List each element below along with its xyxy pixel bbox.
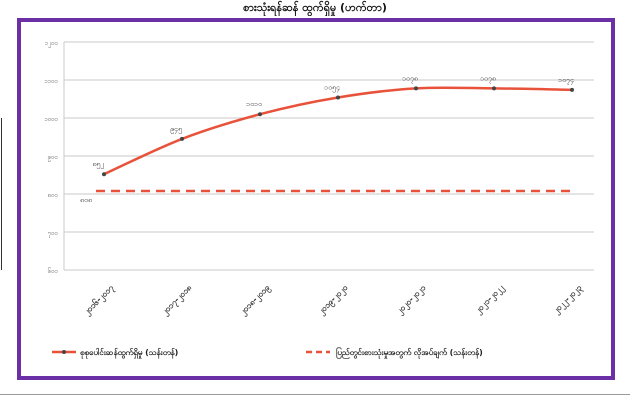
legend-label-requirement: ပြည်တွင်းစားသုံးမှုအတွက် လိုအပ်ချက် (သန်… (336, 347, 483, 360)
x-tick-label: ၂၀၂၂-၂၀၂၃ (551, 283, 585, 317)
data-label: ၁၀၁၀ (246, 100, 262, 108)
chart-title: စားသုံးရန်ဆန် ထွက်ရှိမှု (ဟက်တာ) (243, 1, 387, 14)
data-point (102, 172, 106, 177)
x-tick-label: ၂၀၂၀-၂၀၂၁ (395, 283, 430, 318)
data-point (336, 95, 340, 100)
data-point (570, 87, 574, 92)
page-bottom-rule (0, 394, 630, 395)
data-label: ၁၀၇၈ (480, 74, 496, 83)
y-tick-label: ၁၀၀၀ (44, 116, 59, 123)
y-tick-label: ၈၀၀ (48, 192, 58, 199)
x-tick-label: ၂၀၂၁-၂၀၂၂ (473, 283, 507, 317)
y-tick-label: ၆၀၀ (48, 267, 58, 275)
y-tick-label: ၉၀၀ (48, 154, 58, 162)
chart-frame (17, 18, 615, 380)
y-tick-label: ၁၂၀၀ (44, 40, 58, 48)
legend-marker (62, 350, 66, 354)
data-label: ၈၅၂ (92, 160, 103, 169)
data-point (258, 112, 262, 117)
x-tick-label: ၂၀၁၇-၂၀၁၈ (160, 283, 196, 319)
x-tick-label: ၂၀၁၈-၂၀၁၉ (238, 283, 274, 319)
legend-label-production: စုစုပေါင်းဆန်ထွက်ရှိမှု (သန်းတန်) (80, 347, 178, 360)
page-edge-rule (1, 118, 2, 270)
data-label: ၁၀၅၄ (324, 83, 340, 92)
x-tick-label: ၂၀၁၉-၂၀၂၀ (316, 283, 351, 318)
data-point (414, 86, 418, 91)
y-tick-label: ၁၁၀၀ (44, 78, 59, 85)
data-point (180, 136, 184, 141)
data-label: ၉၄၅ (170, 125, 182, 134)
data-label: ၁၀၇၄ (558, 76, 574, 85)
data-point (492, 86, 496, 91)
legend: စုစုပေါင်းဆန်ထွက်ရှိမှု (သန်းတန်) ပြည်တွင… (52, 347, 483, 360)
x-tick-label: ၂၀၁၆-၂၀၁၇ (81, 282, 117, 318)
data-label: ၁၀၇၈ (402, 74, 418, 83)
x-axis-ticks: ၂၀၁၆-၂၀၁၇ ၂၀၁၇-၂၀၁၈ ၂၀၁၈-၂၀၁၉ ၂၀၁၉-၂၀၂၀ ၂၀၂၀… (81, 282, 585, 318)
gridlines (63, 41, 594, 271)
y-tick-label: ၇၀၀ (48, 230, 58, 238)
series-lines (96, 86, 574, 193)
data-label-requirement: ၈၀၈ (80, 196, 92, 204)
